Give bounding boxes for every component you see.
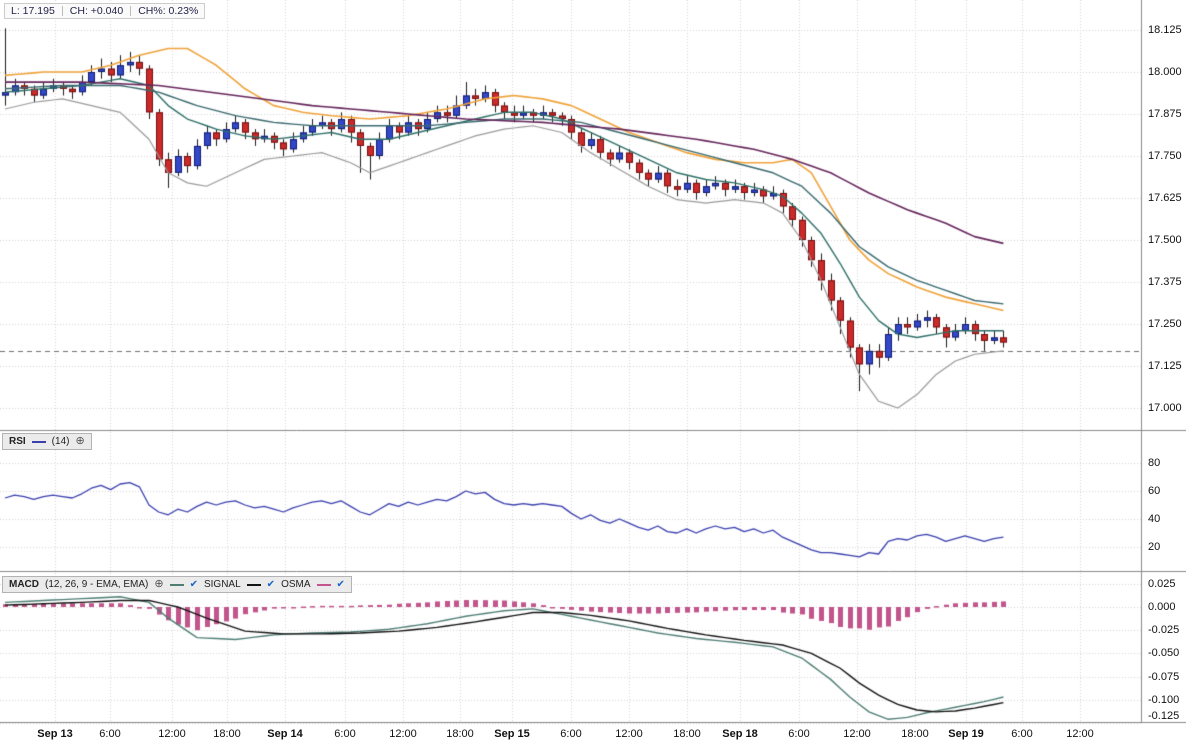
macd-tick-label: -0.125 xyxy=(1148,710,1180,722)
time-tick-label: 12:00 xyxy=(615,728,643,740)
osma-line-sample xyxy=(316,583,331,586)
price-tick-label: 18.000 xyxy=(1148,66,1182,78)
macd-tick-label: -0.050 xyxy=(1148,647,1180,660)
rsi-title: RSI xyxy=(9,436,26,447)
time-tick-label: 6:00 xyxy=(334,728,356,740)
macd-tick-label: 0.025 xyxy=(1148,577,1176,590)
rsi-settings-icon[interactable]: ⊕ xyxy=(75,435,85,447)
price-tick-label: 18.125 xyxy=(1148,24,1182,36)
time-tick-label: 18:00 xyxy=(673,728,701,740)
info-separator xyxy=(130,6,132,16)
price-tick-label: 17.750 xyxy=(1148,150,1182,162)
price-axis: 18.125 18.000 17.875 17.750 17.625 17.500 17.3… xyxy=(1141,0,1186,722)
price-tick-label: 17.625 xyxy=(1148,192,1182,204)
info-separator xyxy=(61,6,63,16)
macd-title: MACD xyxy=(9,579,39,590)
signal-visibility-checkbox[interactable]: ✔ xyxy=(266,578,276,590)
macd-visibility-checkbox[interactable]: ✔ xyxy=(189,578,198,590)
time-tick-label: Sep 19 xyxy=(948,728,984,740)
time-tick-label: 18:00 xyxy=(446,728,474,740)
macd-line-sample xyxy=(169,583,184,586)
macd-tick-label: -0.075 xyxy=(1148,670,1180,683)
time-tick-label: 6:00 xyxy=(560,728,582,740)
price-info-bar: L: 17.195 CH: +0.040 CH%: 0.23% xyxy=(4,3,206,19)
change-percent-label: CH%: 0.23% xyxy=(138,5,199,17)
macd-tick-label: -0.100 xyxy=(1148,693,1180,706)
time-tick-label: 12:00 xyxy=(843,728,871,740)
rsi-tick-label: 60 xyxy=(1148,485,1161,497)
time-tick-label: 12:00 xyxy=(158,728,186,740)
rsi-line-sample xyxy=(31,440,46,443)
last-price-label: L: 17.195 xyxy=(11,5,55,17)
time-axis: Sep 13 6:00 12:00 18:00 Sep 14 6:00 12:00 18:00… xyxy=(0,722,1186,748)
price-tick-label: 17.000 xyxy=(1148,402,1182,414)
price-tick-label: 17.250 xyxy=(1148,318,1182,330)
osma-label: OSMA xyxy=(281,579,311,590)
signal-line-sample xyxy=(246,583,261,586)
time-tick-label: 12:00 xyxy=(389,728,417,740)
price-tick-label: 17.375 xyxy=(1148,276,1182,288)
macd-tick-label: 0.000 xyxy=(1148,601,1176,613)
rsi-indicator-legend[interactable]: RSI (14) ⊕ xyxy=(2,433,92,450)
time-tick-label: 6:00 xyxy=(1011,728,1033,740)
time-tick-label: 18:00 xyxy=(901,728,929,740)
rsi-tick-label: 40 xyxy=(1148,513,1161,525)
change-label: CH: +0.040 xyxy=(69,5,124,17)
rsi-tick-label: 80 xyxy=(1148,457,1161,469)
time-tick-label: Sep 13 xyxy=(37,728,73,740)
macd-settings-icon[interactable]: ⊕ xyxy=(154,578,164,590)
rsi-param: (14) xyxy=(51,436,70,447)
time-tick-label: Sep 14 xyxy=(267,728,303,740)
time-tick-label: Sep 18 xyxy=(722,728,758,740)
time-tick-label: Sep 15 xyxy=(494,728,530,740)
time-tick-label: 12:00 xyxy=(1066,728,1094,740)
macd-param: (12, 26, 9 - EMA, EMA) xyxy=(45,579,149,590)
macd-indicator-legend[interactable]: MACD (12, 26, 9 - EMA, EMA) ⊕ ✔ SIGNAL ✔… xyxy=(2,576,352,593)
price-tick-label: 17.125 xyxy=(1148,360,1182,372)
macd-tick-label: -0.025 xyxy=(1148,624,1180,637)
signal-label: SIGNAL xyxy=(203,579,241,590)
rsi-tick-label: 20 xyxy=(1148,541,1161,553)
time-tick-label: 6:00 xyxy=(99,728,121,740)
price-tick-label: 17.875 xyxy=(1148,108,1182,120)
time-tick-label: 18:00 xyxy=(213,728,241,740)
price-tick-label: 17.500 xyxy=(1148,234,1182,246)
osma-visibility-checkbox[interactable]: ✔ xyxy=(336,578,345,590)
time-tick-label: 6:00 xyxy=(788,728,810,740)
